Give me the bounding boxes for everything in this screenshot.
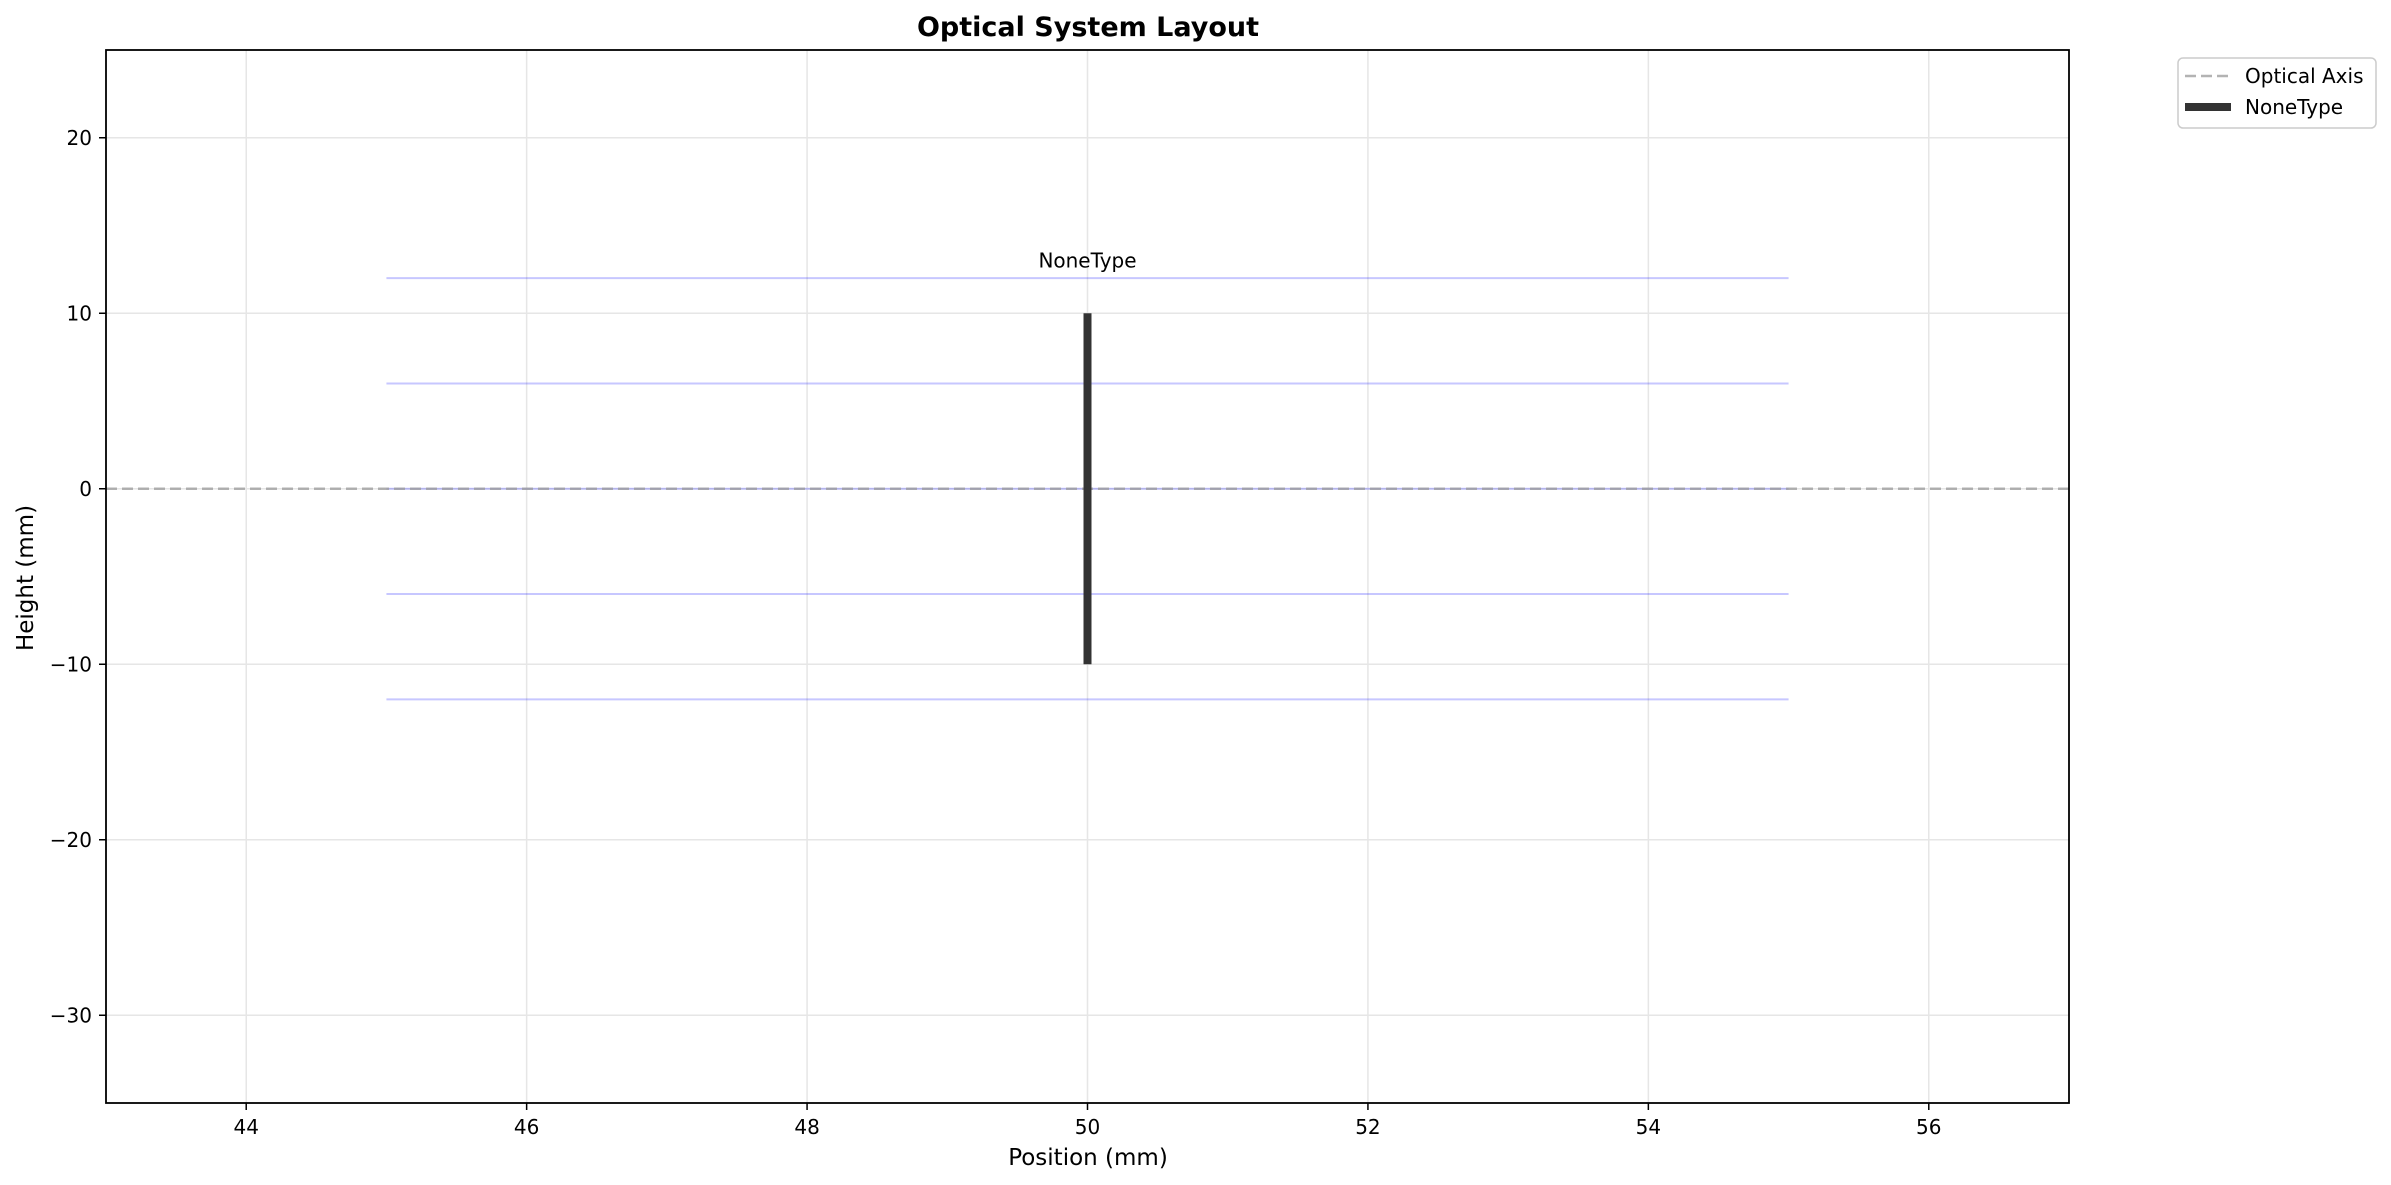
x-tick-label: 46 (514, 1115, 539, 1139)
x-tick-label: 50 (1075, 1115, 1100, 1139)
x-tick-label: 52 (1355, 1115, 1380, 1139)
x-tick-label: 54 (1636, 1115, 1661, 1139)
y-tick-label: 0 (79, 477, 92, 501)
legend-label: Optical Axis (2245, 64, 2364, 88)
element-label: NoneType (1038, 249, 1136, 273)
legend: Optical Axis NoneType (2177, 57, 2377, 129)
y-tick-label: 20 (67, 126, 92, 150)
x-tick-label: 44 (233, 1115, 258, 1139)
legend-label: NoneType (2245, 95, 2343, 119)
x-axis-label: Position (mm) (1008, 1145, 1168, 1171)
y-tick-label: −30 (50, 1003, 92, 1027)
y-axis-label: Height (mm) (13, 505, 39, 651)
y-tick-label: −20 (50, 828, 92, 852)
x-tick-label: 48 (794, 1115, 819, 1139)
y-tick-label: −10 (50, 652, 92, 676)
plot-area: NoneType 44 46 48 50 52 54 56 −30 −20 −10 0 10 20 (50, 49, 2070, 1139)
y-tick-label: 10 (67, 301, 92, 325)
chart-title: Optical System Layout (917, 12, 1259, 43)
x-tick-label: 56 (1916, 1115, 1941, 1139)
